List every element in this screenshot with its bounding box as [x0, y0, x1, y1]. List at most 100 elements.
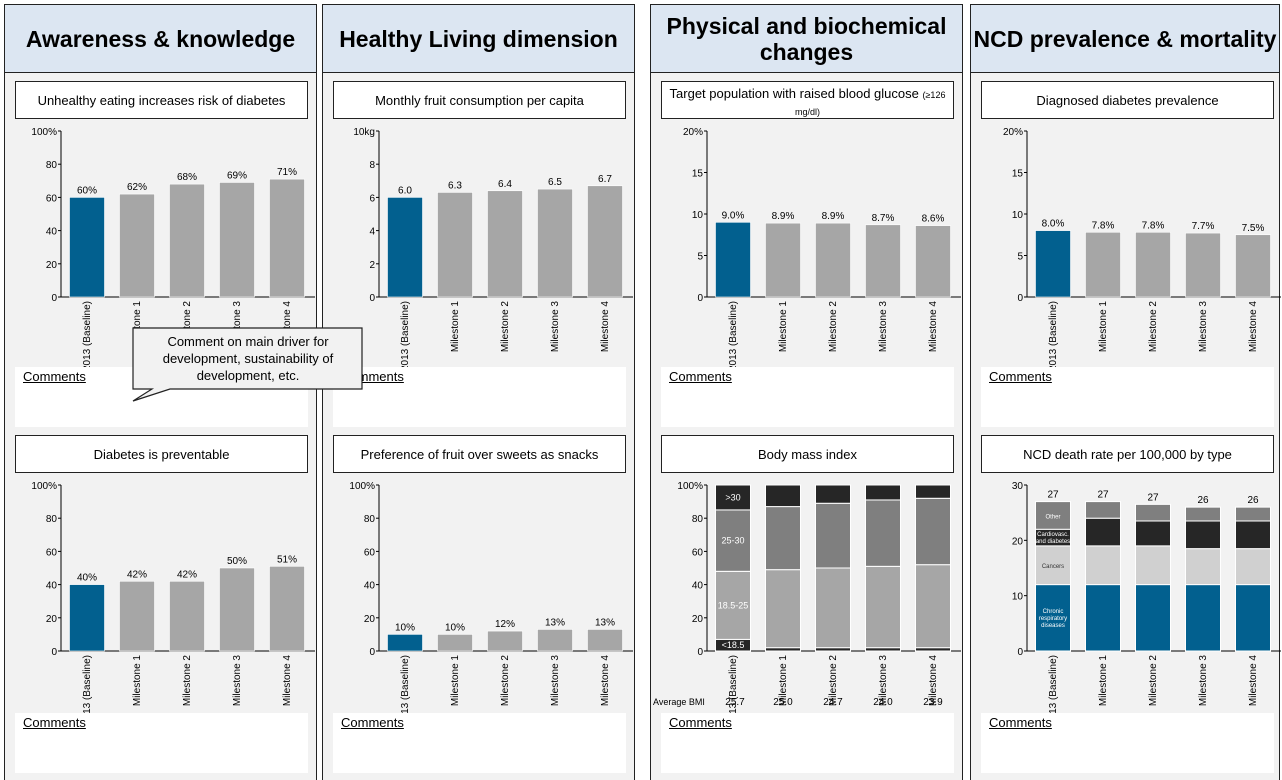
- bar-total-label: 27: [1047, 490, 1059, 501]
- chart-title: Target population with raised blood gluc…: [661, 81, 954, 119]
- stacked-segment: [1135, 545, 1171, 586]
- x-category-label: Milestone 4: [600, 655, 611, 707]
- y-tick-label: 20%: [1003, 127, 1023, 138]
- x-category-label: Milestone 1: [450, 655, 461, 707]
- comments-box[interactable]: Comments: [15, 713, 308, 773]
- comments-label: Comments: [669, 715, 732, 730]
- bar-value-label: 12%: [495, 619, 515, 630]
- comments-box[interactable]: Comments: [333, 367, 626, 427]
- comments-box[interactable]: Comments: [661, 367, 954, 427]
- bar: [69, 584, 105, 652]
- bar: [269, 566, 305, 652]
- bar-value-label: 6.7: [598, 174, 612, 185]
- x-category-label: Milestone 4: [282, 655, 293, 707]
- bar-value-label: 71%: [277, 167, 297, 178]
- stacked-segment: [1135, 503, 1171, 522]
- y-tick-label: 60: [692, 547, 704, 558]
- bar-value-label: 68%: [177, 172, 197, 183]
- bar: [437, 192, 473, 298]
- x-category-label: 2013 (Baseline): [82, 301, 93, 371]
- x-category-label: Milestone 3: [1198, 301, 1209, 353]
- bar: [1135, 231, 1171, 298]
- bar-value-label: 51%: [277, 554, 297, 565]
- average-bmi-value: 24.0: [873, 697, 893, 708]
- series-label: >30: [725, 492, 740, 502]
- stacked-segment: [715, 484, 751, 511]
- comments-box[interactable]: Comments: [981, 367, 1274, 427]
- bar-value-label: 7.7%: [1192, 221, 1215, 232]
- chart-svg: 0 20 40 60 80 100% 10% 2013 (Baseline) 10% Milest…: [349, 481, 633, 725]
- stacked-segment: [915, 484, 951, 499]
- stacked-segment: [1235, 584, 1271, 652]
- stacked-segment: [815, 484, 851, 504]
- chart-title: Monthly fruit consumption per capita: [333, 81, 626, 119]
- y-tick-label: 5: [697, 252, 703, 263]
- y-tick-label: 80: [46, 160, 58, 171]
- bar-value-label: 8.7%: [872, 213, 895, 224]
- stacked-segment: [1035, 584, 1071, 652]
- y-tick-label: 20: [364, 614, 376, 625]
- stacked-segment: [1135, 520, 1171, 547]
- x-category-label: 2013 (Baseline): [400, 655, 411, 725]
- chart-title-unit: (≥126 mg/dl): [794, 90, 946, 117]
- chart-svg: 0 5 10 15 20% 9.0% 2013 (Baseline) 8.9% Mileston…: [683, 127, 961, 371]
- stacked-segment: [1185, 506, 1221, 522]
- column-title: Awareness & knowledge: [5, 5, 316, 73]
- bar-value-label: 40%: [77, 573, 97, 584]
- bar-value-label: 6.4: [498, 179, 512, 190]
- y-tick-label: 0: [1017, 293, 1023, 304]
- x-category-label: Milestone 3: [232, 655, 243, 707]
- comments-box[interactable]: Comments: [661, 713, 954, 773]
- y-tick-label: 10kg: [353, 127, 375, 138]
- comments-label: Comments: [23, 715, 86, 730]
- callout-shape: [132, 327, 363, 402]
- chart-title: Preference of fruit over sweets as snack…: [333, 435, 626, 473]
- comments-box[interactable]: Comments: [981, 713, 1274, 773]
- x-category-label: Milestone 4: [1248, 301, 1259, 353]
- y-tick-label: 2: [369, 260, 375, 271]
- x-category-label: Milestone 1: [450, 301, 461, 353]
- bar: [587, 629, 623, 652]
- bar: [1035, 230, 1071, 298]
- stacked-segment: [815, 567, 851, 649]
- bar: [915, 225, 951, 298]
- x-category-label: Milestone 4: [1248, 655, 1259, 707]
- y-tick-label: 0: [697, 293, 703, 304]
- bar: [387, 197, 423, 298]
- chart-svg: 0 20 40 60 80 100% 40% 2013 (Baseline) 42% Milest…: [31, 481, 315, 725]
- stacked-segment: [1185, 548, 1221, 586]
- bar: [815, 222, 851, 298]
- y-tick-label: 20%: [683, 127, 703, 138]
- y-tick-label: 6: [369, 193, 375, 204]
- y-tick-label: 0: [369, 293, 375, 304]
- x-category-label: 2013 (Baseline): [400, 301, 411, 371]
- column-title: NCD prevalence & mortality: [971, 5, 1279, 73]
- bar-value-label: 60%: [77, 185, 97, 196]
- bar-value-label: 8.0%: [1042, 219, 1065, 230]
- x-category-label: Milestone 3: [878, 301, 889, 353]
- average-bmi-label: Average BMI: [653, 697, 705, 707]
- chart-title: Unhealthy eating increases risk of diabe…: [15, 81, 308, 119]
- stacked-segment: [1135, 584, 1171, 652]
- y-tick-label: 20: [46, 260, 58, 271]
- bar-value-label: 6.0: [398, 185, 412, 196]
- bar-value-label: 7.5%: [1242, 223, 1265, 234]
- x-category-label: Milestone 1: [1098, 655, 1109, 707]
- x-category-label: 2013 (Baseline): [82, 655, 93, 725]
- series-label: Other: [1045, 514, 1060, 520]
- bar-value-label: 7.8%: [1092, 220, 1115, 231]
- comments-box[interactable]: Comments: [333, 713, 626, 773]
- stacked-segment: [915, 497, 951, 566]
- x-category-label: 2013 (Baseline): [728, 301, 739, 371]
- column-physical: Physical and biochemical changes Target …: [650, 4, 963, 780]
- chart-title-main: Target population with raised blood gluc…: [669, 86, 919, 101]
- bar-value-label: 13%: [595, 617, 615, 628]
- column-healthy-living: Healthy Living dimension Monthly fruit c…: [322, 4, 635, 780]
- series-label: Chronic: [1043, 609, 1064, 615]
- bar-total-label: 26: [1197, 495, 1209, 506]
- x-category-label: Milestone 2: [828, 301, 839, 353]
- callout-text: Comment on main driver for development, …: [162, 334, 334, 383]
- y-tick-label: 20: [46, 614, 58, 625]
- stacked-segment: [1085, 517, 1121, 547]
- stacked-segment: [915, 564, 951, 649]
